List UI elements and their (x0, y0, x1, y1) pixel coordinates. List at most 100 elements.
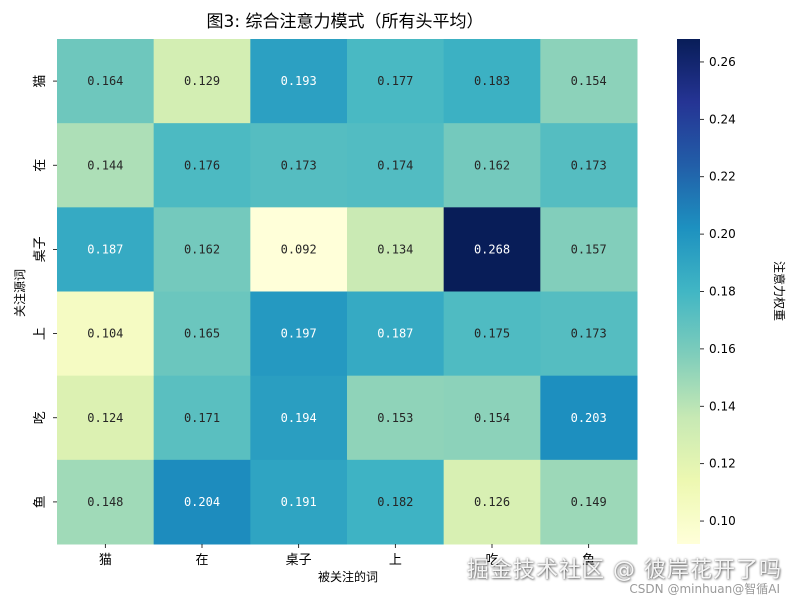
heatmap-cell (57, 207, 155, 292)
heatmap-cell (153, 123, 251, 208)
x-tick-label: 鱼 (582, 552, 595, 568)
cell-value-label: 0.173 (571, 158, 607, 172)
heatmap-cell (250, 39, 348, 124)
colorbar-tick-label: 0.26 (709, 55, 736, 69)
cell-value-label: 0.104 (87, 327, 123, 341)
cell-value-label: 0.173 (571, 327, 607, 341)
cell-value-label: 0.203 (571, 411, 607, 425)
heatmap-cell (250, 459, 348, 545)
cell-value-label: 0.204 (184, 495, 220, 509)
cell-value-label: 0.154 (474, 411, 510, 425)
heatmap-cell (443, 291, 541, 377)
heatmap-cells (57, 39, 638, 545)
cell-value-label: 0.164 (87, 74, 123, 88)
x-axis-ticks: 猫 在 桌子 上 吃 鱼 (99, 544, 595, 568)
cell-value-label: 0.187 (87, 242, 123, 256)
colorbar-ticks: 0.10 0.12 0.14 0.16 0.18 0.20 0.22 0.24 0.26 (700, 55, 736, 528)
heatmap-cell (347, 459, 445, 545)
heatmap-cell (250, 207, 348, 292)
heatmap-cell (57, 39, 155, 124)
heatmap-cell (250, 375, 348, 461)
heatmap-cell (250, 291, 348, 377)
cell-value-label: 0.175 (474, 327, 510, 341)
cell-value-label: 0.165 (184, 327, 220, 341)
x-tick-label: 桌子 (286, 553, 312, 568)
heatmap-cell (443, 39, 541, 124)
heatmap-cell (540, 207, 638, 292)
heatmap-cell (57, 375, 155, 461)
cell-value-label: 0.134 (377, 242, 413, 256)
cell-value-label: 0.197 (281, 327, 317, 341)
x-tick-label: 上 (389, 553, 402, 568)
cell-value-label: 0.153 (377, 411, 413, 425)
cell-value-label: 0.148 (87, 495, 123, 509)
heatmap-cell (57, 459, 155, 545)
cell-value-label: 0.191 (281, 495, 317, 509)
heatmap-cell (250, 123, 348, 208)
heatmap-cell (540, 39, 638, 124)
heatmap-cell (443, 375, 541, 461)
cell-value-label: 0.177 (377, 74, 413, 88)
cell-value-label: 0.193 (281, 74, 317, 88)
colorbar-tick-label: 0.16 (709, 342, 736, 356)
cell-value-label: 0.183 (474, 74, 510, 88)
heatmap-cell (443, 207, 541, 292)
heatmap-cell (347, 291, 445, 377)
cell-value-label: 0.268 (474, 242, 510, 256)
heatmap-cell (153, 39, 251, 124)
cell-value-label: 0.129 (184, 74, 220, 88)
heatmap-cell (443, 123, 541, 208)
cell-value-label: 0.144 (87, 158, 123, 172)
cell-value-label: 0.176 (184, 158, 220, 172)
cell-value-label: 0.154 (571, 74, 607, 88)
cell-value-label: 0.124 (87, 411, 123, 425)
cell-value-label: 0.182 (377, 495, 413, 509)
colorbar (677, 39, 700, 544)
x-axis-label: 被关注的词 (318, 569, 378, 584)
heatmap-cell (347, 375, 445, 461)
y-tick-label: 猫 (33, 75, 48, 88)
cell-value-labels: 0.164 0.129 0.193 0.177 0.183 0.154 0.144 0.176… (87, 74, 606, 509)
heatmap-cell (57, 291, 155, 377)
cell-value-label: 0.162 (474, 158, 510, 172)
heatmap-cell (153, 459, 251, 545)
heatmap-cell (443, 459, 541, 545)
y-tick-label: 在 (33, 159, 48, 172)
heatmap-cell (153, 375, 251, 461)
colorbar-tick-label: 0.12 (709, 457, 736, 471)
heatmap-cell (57, 123, 155, 208)
cell-value-label: 0.149 (571, 495, 607, 509)
x-tick-label: 吃 (485, 552, 498, 568)
x-tick-label: 猫 (99, 553, 112, 568)
heatmap-cell (347, 207, 445, 292)
cell-value-label: 0.187 (377, 327, 413, 341)
colorbar-tick-label: 0.14 (709, 399, 736, 413)
y-tick-label: 上 (33, 327, 48, 340)
colorbar-tick-label: 0.22 (709, 170, 736, 184)
y-tick-label: 鱼 (32, 495, 48, 508)
cell-value-label: 0.173 (281, 158, 317, 172)
y-tick-label: 桌子 (33, 236, 48, 262)
heatmap-cell (540, 375, 638, 461)
heatmap-cell (153, 291, 251, 377)
x-tick-label: 在 (195, 553, 208, 568)
cell-value-label: 0.174 (377, 158, 413, 172)
heatmap-cell (540, 291, 638, 377)
cell-value-label: 0.157 (571, 242, 607, 256)
heatmap-cell (540, 123, 638, 208)
cell-value-label: 0.194 (281, 411, 317, 425)
cell-value-label: 0.092 (281, 242, 317, 256)
colorbar-tick-label: 0.18 (709, 285, 736, 299)
colorbar-tick-label: 0.10 (709, 514, 736, 528)
cell-value-label: 0.162 (184, 242, 220, 256)
cell-value-label: 0.126 (474, 495, 510, 509)
cell-value-label: 0.171 (184, 411, 220, 425)
colorbar-tick-label: 0.20 (709, 227, 736, 241)
heatmap-cell (153, 207, 251, 292)
heatmap-cell (540, 459, 638, 545)
y-tick-label: 吃 (32, 411, 48, 424)
heatmap-cell (347, 123, 445, 208)
colorbar-tick-label: 0.24 (709, 112, 736, 126)
